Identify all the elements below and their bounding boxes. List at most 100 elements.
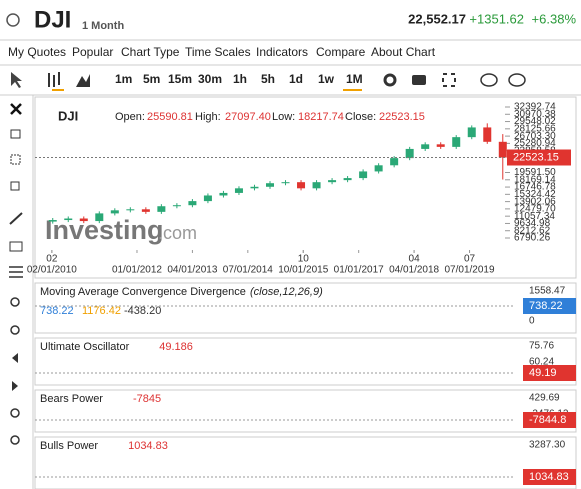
menu-item[interactable]: Compare <box>316 45 366 59</box>
candle-body <box>405 148 414 159</box>
indicator-value: 1034.83 <box>128 440 168 452</box>
x-tick-label: 01/01/2012 <box>112 265 162 276</box>
candle-body <box>359 171 368 179</box>
candle-body <box>328 180 337 183</box>
candle-body <box>219 192 228 196</box>
y-tick-label: 26703.30 <box>514 131 556 142</box>
menu-item[interactable]: My Quotes <box>8 45 66 59</box>
y-tick-label: 6790.26 <box>514 233 551 244</box>
upload-icon[interactable] <box>508 73 526 87</box>
tool[interactable] <box>12 381 18 391</box>
watermark: Investing <box>45 215 164 245</box>
tool[interactable] <box>10 325 20 335</box>
indicator-badge-label: -7844.8 <box>529 414 566 426</box>
indicator-panel <box>34 282 577 334</box>
candle-body <box>266 183 274 187</box>
x-tick-label: 02 <box>46 254 58 265</box>
tool[interactable] <box>9 266 23 278</box>
price-panel <box>34 96 577 279</box>
candle-body <box>452 137 461 147</box>
indicator-axis-label: 1558.47 <box>529 286 566 297</box>
menu-item[interactable]: About Chart <box>371 45 436 59</box>
candle-body <box>234 188 243 193</box>
candle-body <box>483 127 492 142</box>
tool[interactable] <box>9 212 23 225</box>
menu-item[interactable]: Popular <box>72 45 113 59</box>
indicator-value: 49.186 <box>159 341 193 353</box>
camera-icon[interactable] <box>412 75 426 85</box>
timeframe-button[interactable]: 15m <box>168 72 192 86</box>
candle-body <box>390 158 399 166</box>
timeframe-button[interactable]: 30m <box>198 72 222 86</box>
y-tick-label: 25280.94 <box>514 138 556 149</box>
candle-icon[interactable] <box>48 72 60 87</box>
y-tick-label: 11057.34 <box>514 211 555 222</box>
legend-label: Open: <box>115 111 145 123</box>
last-price-label: 22523.15 <box>513 151 559 163</box>
menu-item[interactable]: Chart Type <box>121 45 180 59</box>
timeframe-button[interactable]: 1m <box>115 72 132 86</box>
x-tick-label: 04/01/2013 <box>167 265 217 276</box>
indicator-panel <box>34 337 577 386</box>
indicator-axis-label: 429.69 <box>529 393 560 404</box>
indicator-value: -7845 <box>133 393 161 405</box>
timeframe-button[interactable]: 5m <box>143 72 160 86</box>
timeframe-button[interactable]: 1M <box>346 72 363 86</box>
candle-body <box>95 213 104 222</box>
tool[interactable] <box>10 297 20 307</box>
legend-value: 27097.40 <box>225 111 271 123</box>
tool[interactable] <box>9 241 23 252</box>
tool[interactable] <box>10 435 20 445</box>
close-tool[interactable] <box>10 103 22 115</box>
y-tick-label: 29548.02 <box>514 116 556 127</box>
x-tick-label: 04 <box>409 254 421 265</box>
candle-body <box>250 186 259 189</box>
area-icon[interactable] <box>76 74 90 87</box>
x-tick-label: 10 <box>298 254 310 265</box>
tool[interactable] <box>12 353 18 363</box>
tool[interactable] <box>10 154 21 165</box>
tool[interactable] <box>10 408 20 418</box>
indicator-axis-label: 60.24 <box>529 357 554 368</box>
period: 1 Month <box>82 20 124 32</box>
menu-item[interactable]: Time Scales <box>185 45 251 59</box>
price: 22,552.17 <box>408 11 466 26</box>
tool[interactable] <box>10 181 20 191</box>
indicator-badge <box>523 469 576 485</box>
indicator-badge-label: 1034.83 <box>529 471 569 483</box>
legend-label: Close: <box>345 111 376 123</box>
timeframe-button[interactable]: 1d <box>289 72 303 86</box>
indicator-title: Bulls Power <box>40 440 98 452</box>
indicator-panel <box>34 436 577 489</box>
fullscreen-icon[interactable] <box>442 73 456 87</box>
watermark: .com <box>158 223 197 243</box>
timeframe-button[interactable]: 1h <box>233 72 247 86</box>
download-icon[interactable] <box>480 73 498 87</box>
settings-icon[interactable] <box>383 73 397 87</box>
candle-body <box>374 165 383 172</box>
timeframe-button[interactable]: 5h <box>261 72 275 86</box>
share-icon[interactable] <box>6 13 20 27</box>
y-tick-label: 8212.62 <box>514 225 551 236</box>
candle-body <box>48 220 57 222</box>
x-tick-label: 10/01/2015 <box>278 265 328 276</box>
y-tick-label: 28125.66 <box>514 123 556 134</box>
timeframe-button[interactable]: 1w <box>318 72 335 86</box>
tool[interactable] <box>10 129 21 139</box>
menu-item[interactable]: Indicators <box>256 45 308 59</box>
candle-body <box>110 210 119 214</box>
candle-body <box>157 206 166 212</box>
indicator-title: Bears Power <box>40 393 103 405</box>
indicator-value: 1176.42 <box>82 305 121 317</box>
pointer-icon[interactable] <box>11 72 22 88</box>
change: +1351.62 <box>469 11 524 26</box>
candle-body <box>203 195 212 202</box>
indicator-badge <box>523 365 576 381</box>
y-tick-label: 12479.70 <box>514 204 556 215</box>
x-tick-label: 02/01/2010 <box>27 265 77 276</box>
legend-label: High: <box>195 111 221 123</box>
candle-body <box>188 201 197 206</box>
candle-body <box>281 182 290 184</box>
